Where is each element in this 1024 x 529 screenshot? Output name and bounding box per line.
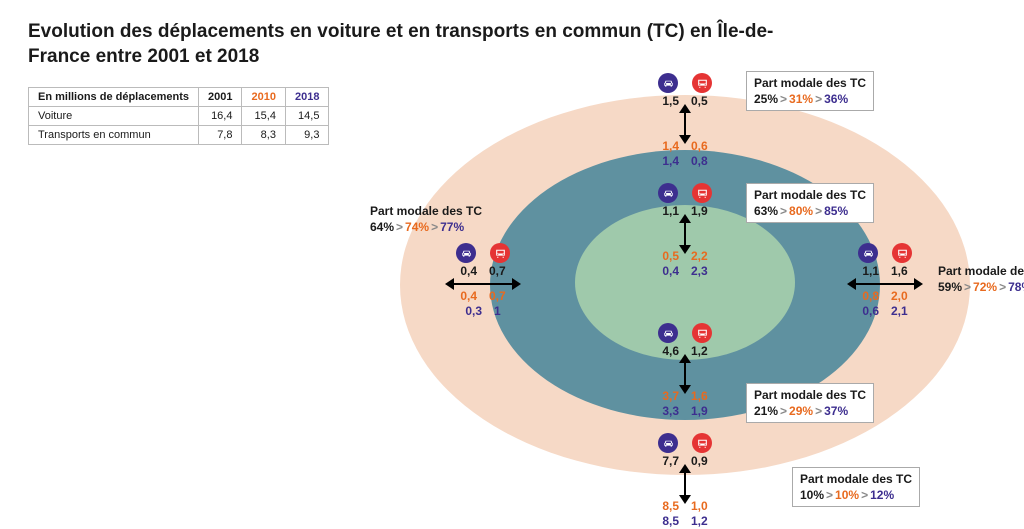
val-car-2018: 0,6 — [862, 304, 879, 319]
flow-arrow — [453, 283, 513, 285]
row-label: Transports en commun — [29, 126, 199, 145]
col-label: En millions de déplacements — [29, 88, 199, 107]
car-icon — [658, 73, 678, 93]
val-bus-2001: 0,5 — [691, 94, 708, 109]
callout-right: Part modale des TC59%>72%>78% — [938, 263, 1024, 295]
bus-icon — [692, 323, 712, 343]
val-bus-2010: 0,6 — [691, 139, 708, 154]
flow-right: 1,1 1,6 0,8 2,0 0,6 2,1 — [842, 243, 928, 319]
flow-top: 1,5 0,5 1,4 0,6 1,4 0,8 — [642, 73, 728, 169]
callout-values: 64%>74%>77% — [370, 219, 482, 235]
flow-arrow — [684, 361, 686, 387]
callout-bottom: Part modale des TC10%>10%>12% — [792, 467, 920, 507]
cell: 8,3 — [242, 126, 285, 145]
cell: 9,3 — [285, 126, 328, 145]
bus-icon — [692, 73, 712, 93]
callout-innerBottom: Part modale des TC21%>29%>37% — [746, 383, 874, 423]
cell: 15,4 — [242, 107, 285, 126]
col-2001: 2001 — [199, 88, 242, 107]
flow-left: 0,4 0,7 0,4 0,7 0,3 1 — [440, 243, 526, 319]
val-bus-2001: 1,2 — [691, 344, 708, 359]
val-bus-2018: 2,3 — [691, 264, 708, 279]
val-bus-2010: 1,6 — [691, 389, 708, 404]
flow-arrow — [684, 111, 686, 137]
page-title: Evolution des déplacements en voiture et… — [28, 20, 808, 69]
val-car-2001: 4,6 — [662, 344, 679, 359]
val-bus-2010: 2,0 — [891, 289, 908, 304]
val-bus-2001: 0,7 — [489, 264, 506, 279]
val-bus-2018: 1,9 — [691, 404, 708, 419]
car-icon — [658, 183, 678, 203]
table-row: Voiture 16,4 15,4 14,5 — [29, 107, 329, 126]
val-car-2001: 1,1 — [662, 204, 679, 219]
callout-title: Part modale des TC — [754, 387, 866, 403]
flow-innerTop: 1,1 1,9 0,5 2,2 0,4 2,3 — [642, 183, 728, 279]
val-bus-2010: 1,0 — [691, 499, 708, 514]
car-icon — [858, 243, 878, 263]
flow-arrow — [855, 283, 915, 285]
val-car-2010: 3,7 — [662, 389, 679, 404]
flow-innerBottom: 4,6 1,2 3,7 1,6 3,3 1,9 — [642, 323, 728, 419]
cell: 16,4 — [199, 107, 242, 126]
col-2010: 2010 — [242, 88, 285, 107]
diagram: 1,50,51,40,61,40,81,11,90,52,20,42,30,40… — [410, 75, 1010, 505]
val-bus-2018: 2,1 — [891, 304, 908, 319]
val-bus-2010: 0,7 — [489, 289, 506, 304]
callout-values: 21%>29%>37% — [754, 403, 866, 419]
car-icon — [658, 433, 678, 453]
val-car-2018: 1,4 — [662, 154, 679, 169]
val-car-2018: 3,3 — [662, 404, 679, 419]
callout-values: 10%>10%>12% — [800, 487, 912, 503]
val-bus-2010: 2,2 — [691, 249, 708, 264]
val-car-2010: 0,8 — [862, 289, 879, 304]
car-icon — [658, 323, 678, 343]
val-car-2018: 0,4 — [662, 264, 679, 279]
callout-top: Part modale des TC25%>31%>36% — [746, 71, 874, 111]
col-2018: 2018 — [285, 88, 328, 107]
val-car-2001: 1,5 — [662, 94, 679, 109]
callout-left: Part modale des TC64%>74%>77% — [370, 203, 482, 235]
val-car-2010: 0,4 — [460, 289, 477, 304]
cell: 7,8 — [199, 126, 242, 145]
val-car-2001: 0,4 — [460, 264, 477, 279]
flow-bottom: 7,70,98,51,08,51,2 — [642, 433, 728, 529]
bus-icon — [892, 243, 912, 263]
val-car-2018: 0,3 — [465, 304, 482, 319]
callout-title: Part modale des TC — [370, 203, 482, 219]
val-car-2010: 1,4 — [662, 139, 679, 154]
callout-title: Part modale des TC — [938, 263, 1024, 279]
callout-title: Part modale des TC — [754, 75, 866, 91]
bus-icon — [692, 183, 712, 203]
val-car-2010: 8,5 — [662, 499, 679, 514]
callout-values: 25%>31%>36% — [754, 91, 866, 107]
callout-values: 63%>80%>85% — [754, 203, 866, 219]
bus-icon — [490, 243, 510, 263]
car-icon — [456, 243, 476, 263]
callout-title: Part modale des TC — [754, 187, 866, 203]
flow-arrow — [684, 221, 686, 247]
table-header: En millions de déplacements 2001 2010 20… — [29, 88, 329, 107]
val-bus-2018: 1 — [494, 304, 501, 319]
bus-icon — [692, 433, 712, 453]
callout-title: Part modale des TC — [800, 471, 912, 487]
row-label: Voiture — [29, 107, 199, 126]
table-row: Transports en commun 7,8 8,3 9,3 — [29, 126, 329, 145]
data-table: En millions de déplacements 2001 2010 20… — [28, 87, 329, 145]
val-bus-2018: 0,8 — [691, 154, 708, 169]
flow-arrow — [684, 471, 686, 497]
callout-innerTop: Part modale des TC63%>80%>85% — [746, 183, 874, 223]
val-bus-2001: 1,9 — [691, 204, 708, 219]
val-car-2001: 1,1 — [862, 264, 879, 279]
val-bus-2001: 1,6 — [891, 264, 908, 279]
callout-values: 59%>72%>78% — [938, 279, 1024, 295]
val-car-2010: 0,5 — [662, 249, 679, 264]
cell: 14,5 — [285, 107, 328, 126]
val-car-2001: 7,7 — [662, 454, 679, 469]
val-bus-2001: 0,9 — [691, 454, 708, 469]
